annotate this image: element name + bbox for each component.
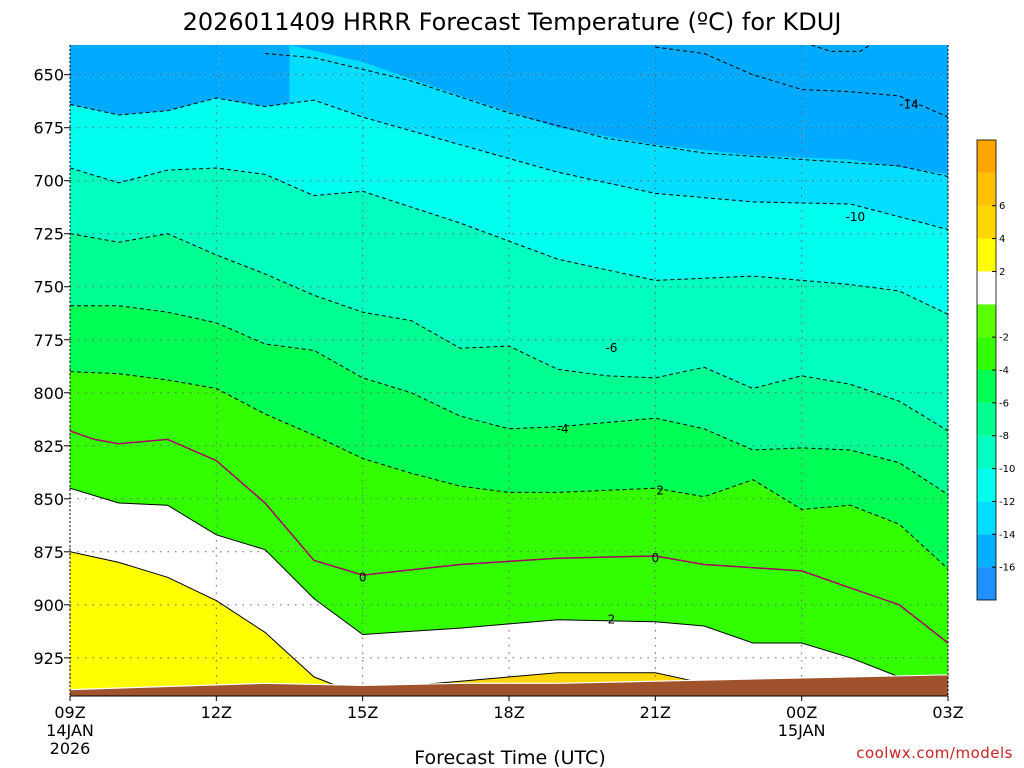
colorbar-seg-9 [977, 271, 996, 305]
colorbar-seg-8 [977, 304, 996, 338]
isotherm-2 [811, 45, 871, 52]
isotherm-6 [70, 305, 948, 496]
temperature-band-6 [70, 488, 948, 696]
colorbar-seg-7 [977, 337, 996, 370]
contour-label-0: -14 [899, 97, 919, 111]
x-tick-label-00Z: 00Z [786, 703, 817, 722]
x-tick-label-21Z: 21Z [640, 703, 671, 722]
contour-label-6: 0 [359, 570, 367, 584]
colorbar-label-2: -12 [999, 497, 1015, 508]
colorbar-label-4: -8 [999, 431, 1009, 442]
isotherm-1 [655, 46, 948, 118]
contour-label-4: 2 [656, 483, 664, 497]
x-tick-label-09Z: 09Z [54, 703, 85, 722]
isotherm-8 [70, 430, 948, 644]
x-axis-label: Forecast Time (UTC) [414, 747, 605, 768]
isotherm-10 [70, 551, 363, 696]
credit-text: coolwx.com/models [856, 744, 1013, 762]
colorbar-seg-12 [977, 172, 996, 206]
x-tick-label-12Z: 12Z [201, 703, 232, 722]
isotherm-0 [265, 53, 948, 177]
colorbar-label-6: -4 [999, 366, 1009, 377]
y-tick-label-750: 750 [33, 278, 64, 297]
colorbar-label-9: 4 [999, 234, 1005, 245]
y-tick-label-800: 800 [33, 384, 64, 403]
colorbar-seg-6 [977, 370, 996, 403]
contour-labels: -14 -10 -6 -4 2 0 0 2 [359, 97, 919, 626]
y-tick-label-700: 700 [33, 172, 64, 191]
contour-label-1: -10 [846, 210, 866, 224]
y-tick-label-900: 900 [33, 596, 64, 615]
colorbar-label-3: -10 [999, 464, 1015, 475]
colorbar: -16 -14 -12 -10 -8 -6 -4 -2 2 4 6 [976, 139, 1015, 601]
isotherm-5 [70, 233, 948, 432]
contour-label-7: 2 [608, 613, 616, 627]
contour-label-3: -4 [557, 422, 569, 436]
x-tick-year-09Z: 2026 [50, 739, 91, 758]
y-tick-label-650: 650 [33, 66, 64, 85]
y-tick-label-775: 775 [33, 331, 64, 350]
x-tick-label-15Z: 15Z [347, 703, 378, 722]
chart-title: 2026011409 HRRR Forecast Temperature (ºC… [183, 8, 842, 36]
axes: 65067570072575077580082585087590092509Z1… [33, 45, 964, 758]
isotherm-7 [70, 371, 948, 570]
colorbar-label-10: 6 [999, 201, 1005, 212]
colorbar-label-0: -16 [999, 563, 1015, 574]
isotherm-3 [70, 97, 948, 230]
contour-label-2: -6 [605, 341, 617, 355]
isotherm-4 [70, 167, 948, 315]
colorbar-seg-5 [977, 402, 996, 436]
colorbar-seg-3 [977, 468, 996, 502]
isotherm-9 [70, 487, 948, 696]
colorbar-seg-10 [977, 238, 996, 272]
colorbar-seg-4 [977, 435, 996, 469]
y-tick-label-850: 850 [33, 490, 64, 509]
y-tick-label-925: 925 [33, 649, 64, 668]
colorbar-label-1: -14 [999, 530, 1015, 541]
colorbar-seg-11 [977, 205, 996, 239]
contour-label-5: 0 [652, 551, 660, 565]
y-tick-label-875: 875 [33, 543, 64, 562]
x-tick-label-18Z: 18Z [493, 703, 524, 722]
colorbar-label-5: -6 [999, 398, 1009, 409]
y-tick-label-725: 725 [33, 225, 64, 244]
colorbar-label-8: 2 [999, 267, 1005, 278]
terrain-top-line [69, 674, 949, 691]
x-tick-date-00Z: 15JAN [778, 721, 826, 740]
colorbar-seg-0 [977, 567, 996, 600]
plot-area [70, 45, 948, 696]
y-tick-label-675: 675 [33, 119, 64, 138]
colorbar-label-7: -2 [999, 333, 1009, 344]
x-tick-label-03Z: 03Z [932, 703, 963, 722]
colorbar-seg-2 [977, 501, 996, 535]
colorbar-seg-1 [977, 534, 996, 568]
y-tick-label-825: 825 [33, 437, 64, 456]
x-tick-date-09Z: 14JAN [46, 721, 94, 740]
colorbar-seg-13 [977, 140, 996, 173]
terrain-fill [69, 674, 949, 696]
